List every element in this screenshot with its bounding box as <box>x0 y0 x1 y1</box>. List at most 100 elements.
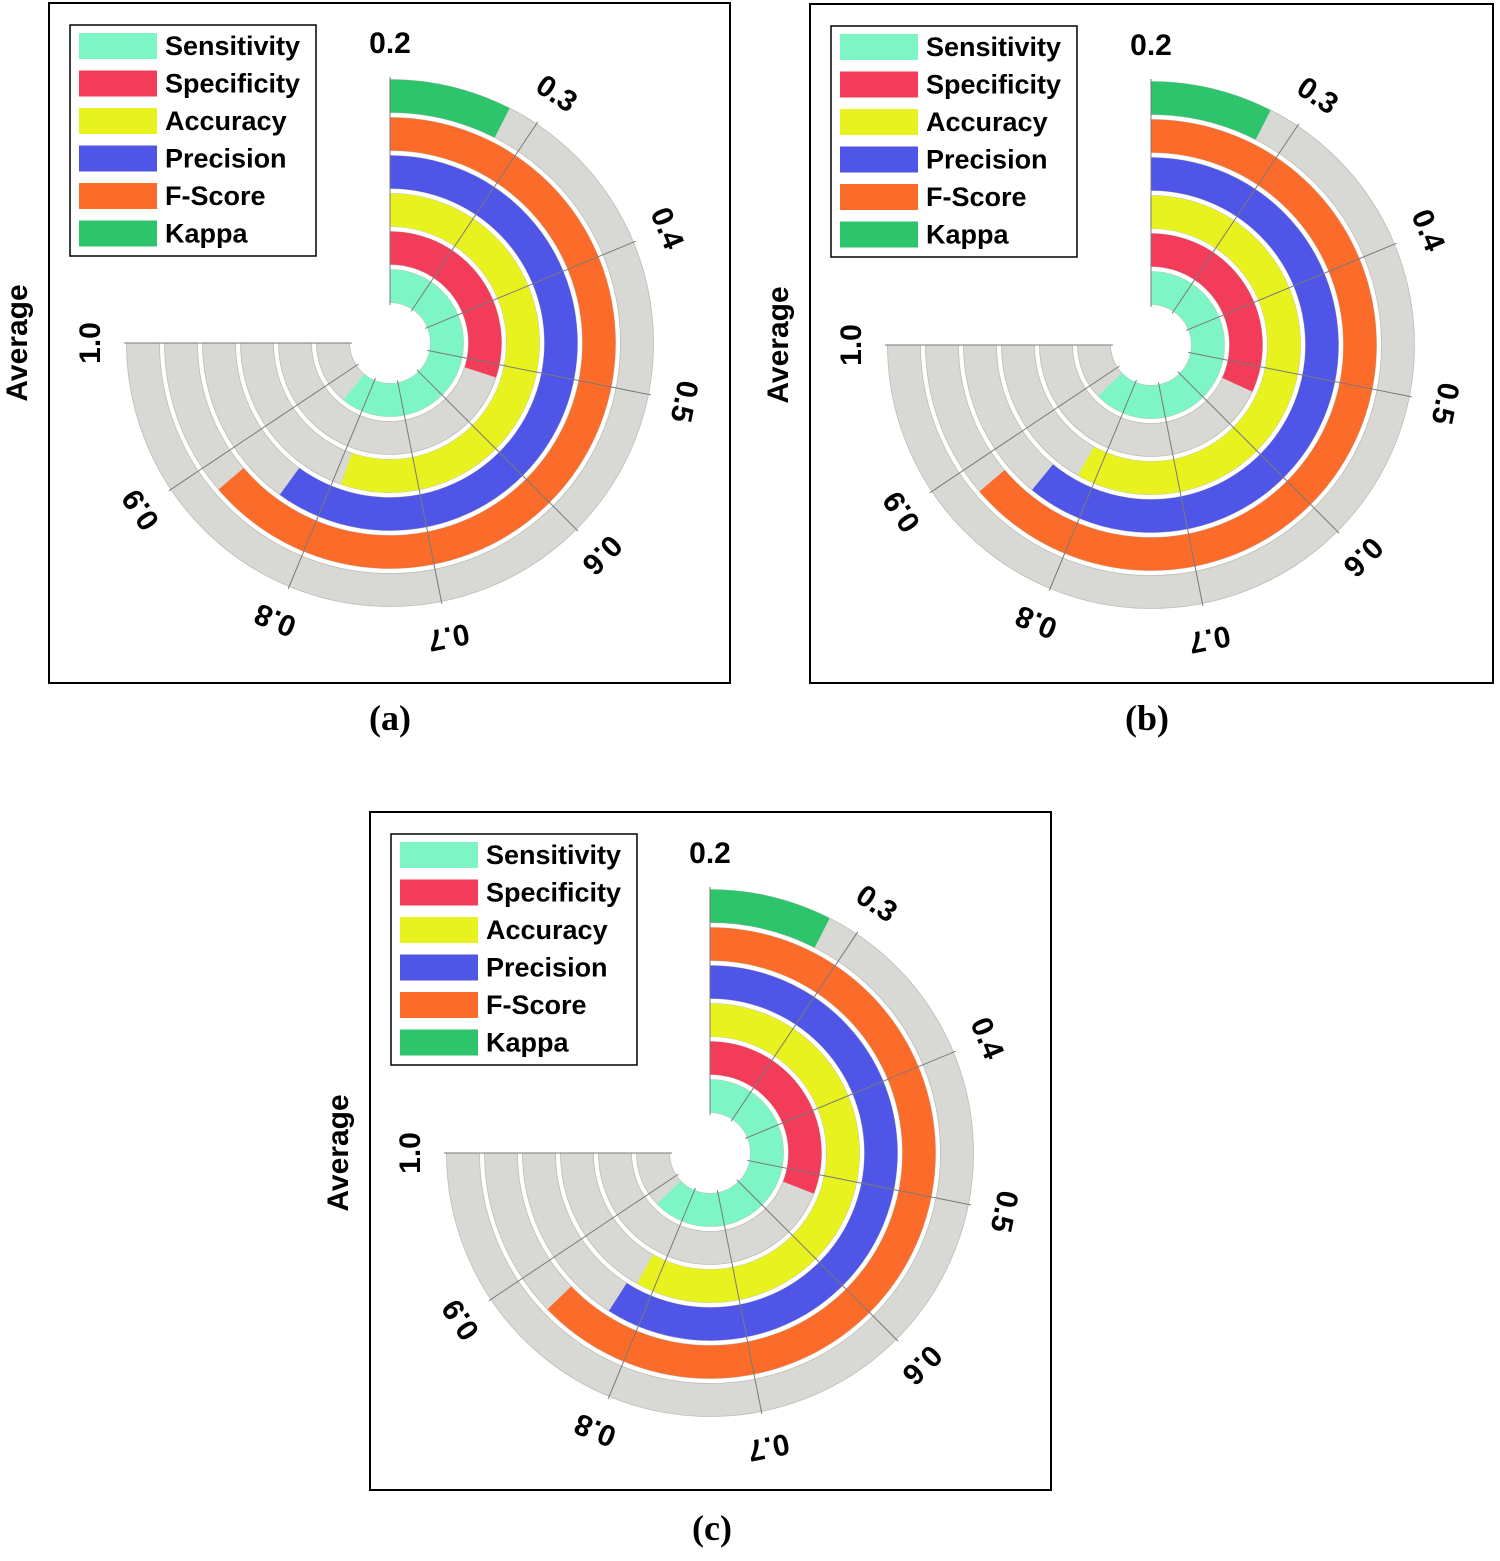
tick-label: 0.7 <box>745 1427 792 1468</box>
bar-accuracy <box>636 1003 860 1303</box>
legend-swatch <box>400 992 478 1018</box>
panel-caption: (b) <box>1125 698 1169 738</box>
legend: Sensitivity Specificity Accuracy Precision F… <box>69 24 317 257</box>
ring-track <box>887 81 1415 609</box>
legend-label: Sensitivity <box>926 32 1061 62</box>
legend-swatch <box>840 109 918 135</box>
legend-label: F-Score <box>926 182 1027 212</box>
legend-label: Precision <box>926 145 1048 175</box>
legend-swatch <box>840 71 918 98</box>
gridline <box>410 121 539 312</box>
gridline <box>416 369 579 532</box>
bar-accuracy <box>1077 195 1301 495</box>
legend-swatch <box>400 954 478 981</box>
legend-label: Accuracy <box>165 106 287 136</box>
legend-label: Specificity <box>926 70 1061 100</box>
legend-swatch <box>400 1029 478 1056</box>
tick-label: 0.5 <box>664 378 705 425</box>
legend-label: Precision <box>165 144 287 174</box>
legend-label: Kappa <box>926 220 1010 250</box>
legend-label: Sensitivity <box>486 840 621 870</box>
panel-caption: (c) <box>692 1508 732 1548</box>
chart-panel-3: 0.20.30.40.50.60.70.80.91.0SensitivitySp… <box>322 811 1052 1548</box>
legend-label: F-Score <box>165 181 266 211</box>
legend-swatch <box>79 183 157 209</box>
gridline <box>929 365 1120 494</box>
chart-panel-1: 0.20.30.40.50.60.70.80.91.0SensitivitySp… <box>1 2 731 738</box>
legend-swatch <box>79 145 157 172</box>
legend-swatch <box>400 842 478 868</box>
legend-label: Kappa <box>165 219 249 249</box>
gridline <box>168 363 359 492</box>
legend-swatch <box>79 33 157 59</box>
bar-precision <box>608 965 898 1341</box>
gridline <box>427 349 651 396</box>
bar-kappa <box>1151 81 1271 140</box>
tick-label: 0.2 <box>369 27 411 60</box>
bar-precision <box>1032 157 1339 533</box>
tick-label: 1.0 <box>835 324 868 366</box>
legend-label: Specificity <box>486 878 621 908</box>
bar-f-score <box>547 927 936 1379</box>
ring-track <box>446 889 974 1417</box>
gridline <box>396 380 443 604</box>
gridline <box>1157 382 1204 606</box>
bar-f-score <box>979 119 1377 571</box>
legend-label: Sensitivity <box>165 31 300 61</box>
legend-swatch <box>79 108 157 134</box>
tick-label: 0.5 <box>984 1188 1025 1235</box>
y-axis-label: Average <box>762 286 795 403</box>
legend-box <box>69 24 317 257</box>
bar-kappa <box>390 79 510 138</box>
legend: Sensitivity Specificity Accuracy Precision F… <box>390 833 638 1066</box>
legend-swatch <box>400 879 478 906</box>
legend-box <box>830 25 1078 258</box>
bar-specificity <box>710 1041 822 1194</box>
tick-label: 1.0 <box>394 1132 427 1174</box>
legend-swatch <box>79 220 157 247</box>
legend-label: F-Score <box>486 990 587 1020</box>
legend-label: Specificity <box>165 69 300 99</box>
bar-f-score <box>218 117 616 569</box>
legend-swatch <box>840 34 918 60</box>
gridline <box>1177 371 1340 534</box>
gridline <box>716 1190 763 1414</box>
tick-label: 1.0 <box>74 322 107 364</box>
ring-track <box>126 79 654 607</box>
bar-specificity <box>390 231 502 378</box>
legend-swatch <box>840 146 918 173</box>
bar-kappa <box>710 889 830 948</box>
gridline <box>730 931 859 1122</box>
bar-specificity <box>1151 233 1263 392</box>
gridline <box>736 1179 899 1342</box>
tick-label: 0.2 <box>689 837 731 870</box>
legend-box <box>390 833 638 1066</box>
chart-panel-2: 0.20.30.40.50.60.70.80.91.0SensitivitySp… <box>762 3 1494 738</box>
y-axis-label: Average <box>1 284 34 401</box>
legend-label: Kappa <box>486 1028 570 1058</box>
legend-label: Accuracy <box>486 915 608 945</box>
legend: Sensitivity Specificity Accuracy Precision F… <box>830 25 1078 258</box>
legend-label: Precision <box>486 953 608 983</box>
panel-caption: (a) <box>369 698 411 738</box>
legend-swatch <box>79 70 157 97</box>
gridline <box>744 1050 956 1139</box>
gridline <box>488 1173 679 1302</box>
bar-sensitivity <box>1098 271 1225 419</box>
bar-precision <box>279 155 578 531</box>
legend-swatch <box>840 184 918 210</box>
gridline <box>1185 242 1397 331</box>
tick-label: 0.7 <box>1186 619 1233 660</box>
legend-swatch <box>400 917 478 943</box>
tick-label: 0.2 <box>1130 29 1172 62</box>
gridline <box>1171 123 1300 314</box>
tick-label: 0.7 <box>425 617 472 658</box>
gridline <box>607 1187 696 1399</box>
legend-swatch <box>840 221 918 248</box>
bar-sensitivity <box>657 1079 784 1227</box>
gridline <box>1188 351 1412 398</box>
bar-accuracy <box>341 193 540 493</box>
legend-label: Accuracy <box>926 107 1048 137</box>
tick-label: 0.5 <box>1425 380 1466 427</box>
